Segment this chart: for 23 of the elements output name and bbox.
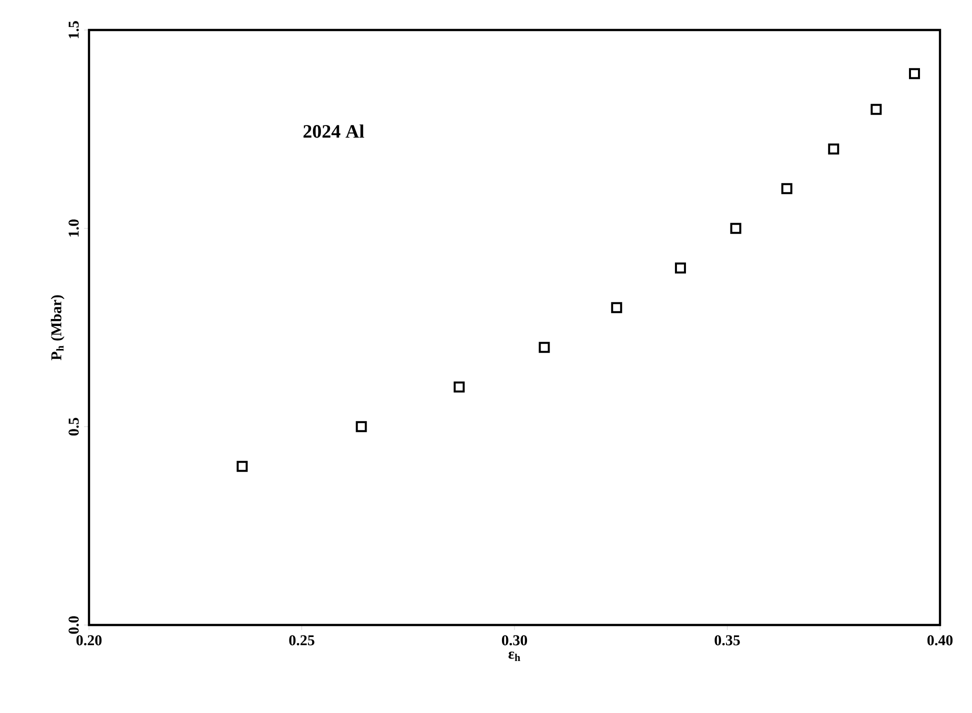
x-axis-title: ε$_{h}$ xyxy=(508,652,520,661)
point xyxy=(236,460,248,472)
point xyxy=(538,342,550,353)
x-tick-label: 0.35 xyxy=(714,635,740,646)
x-tick-label: 0.30 xyxy=(502,635,528,646)
y-tick-label: 0.0 xyxy=(68,616,79,634)
y-tick-label: 1.0 xyxy=(68,220,79,236)
point xyxy=(611,302,622,314)
point xyxy=(908,68,920,80)
point xyxy=(828,143,840,154)
x-tick-label: 0.40 xyxy=(927,635,953,646)
x-tick-label: 0.25 xyxy=(289,635,314,646)
y-axis-title: P$_{h}$ (Mbar) xyxy=(50,295,64,360)
point xyxy=(730,222,742,234)
point xyxy=(870,104,882,115)
x-tick-label: 0.20 xyxy=(76,635,102,646)
y-tick-label: 0.5 xyxy=(68,418,79,436)
point xyxy=(674,262,686,274)
point xyxy=(356,421,367,432)
annotation: 2024 Al xyxy=(303,124,364,138)
point xyxy=(454,381,465,392)
point xyxy=(781,183,792,194)
y-tick-label: 1.5 xyxy=(68,21,79,38)
